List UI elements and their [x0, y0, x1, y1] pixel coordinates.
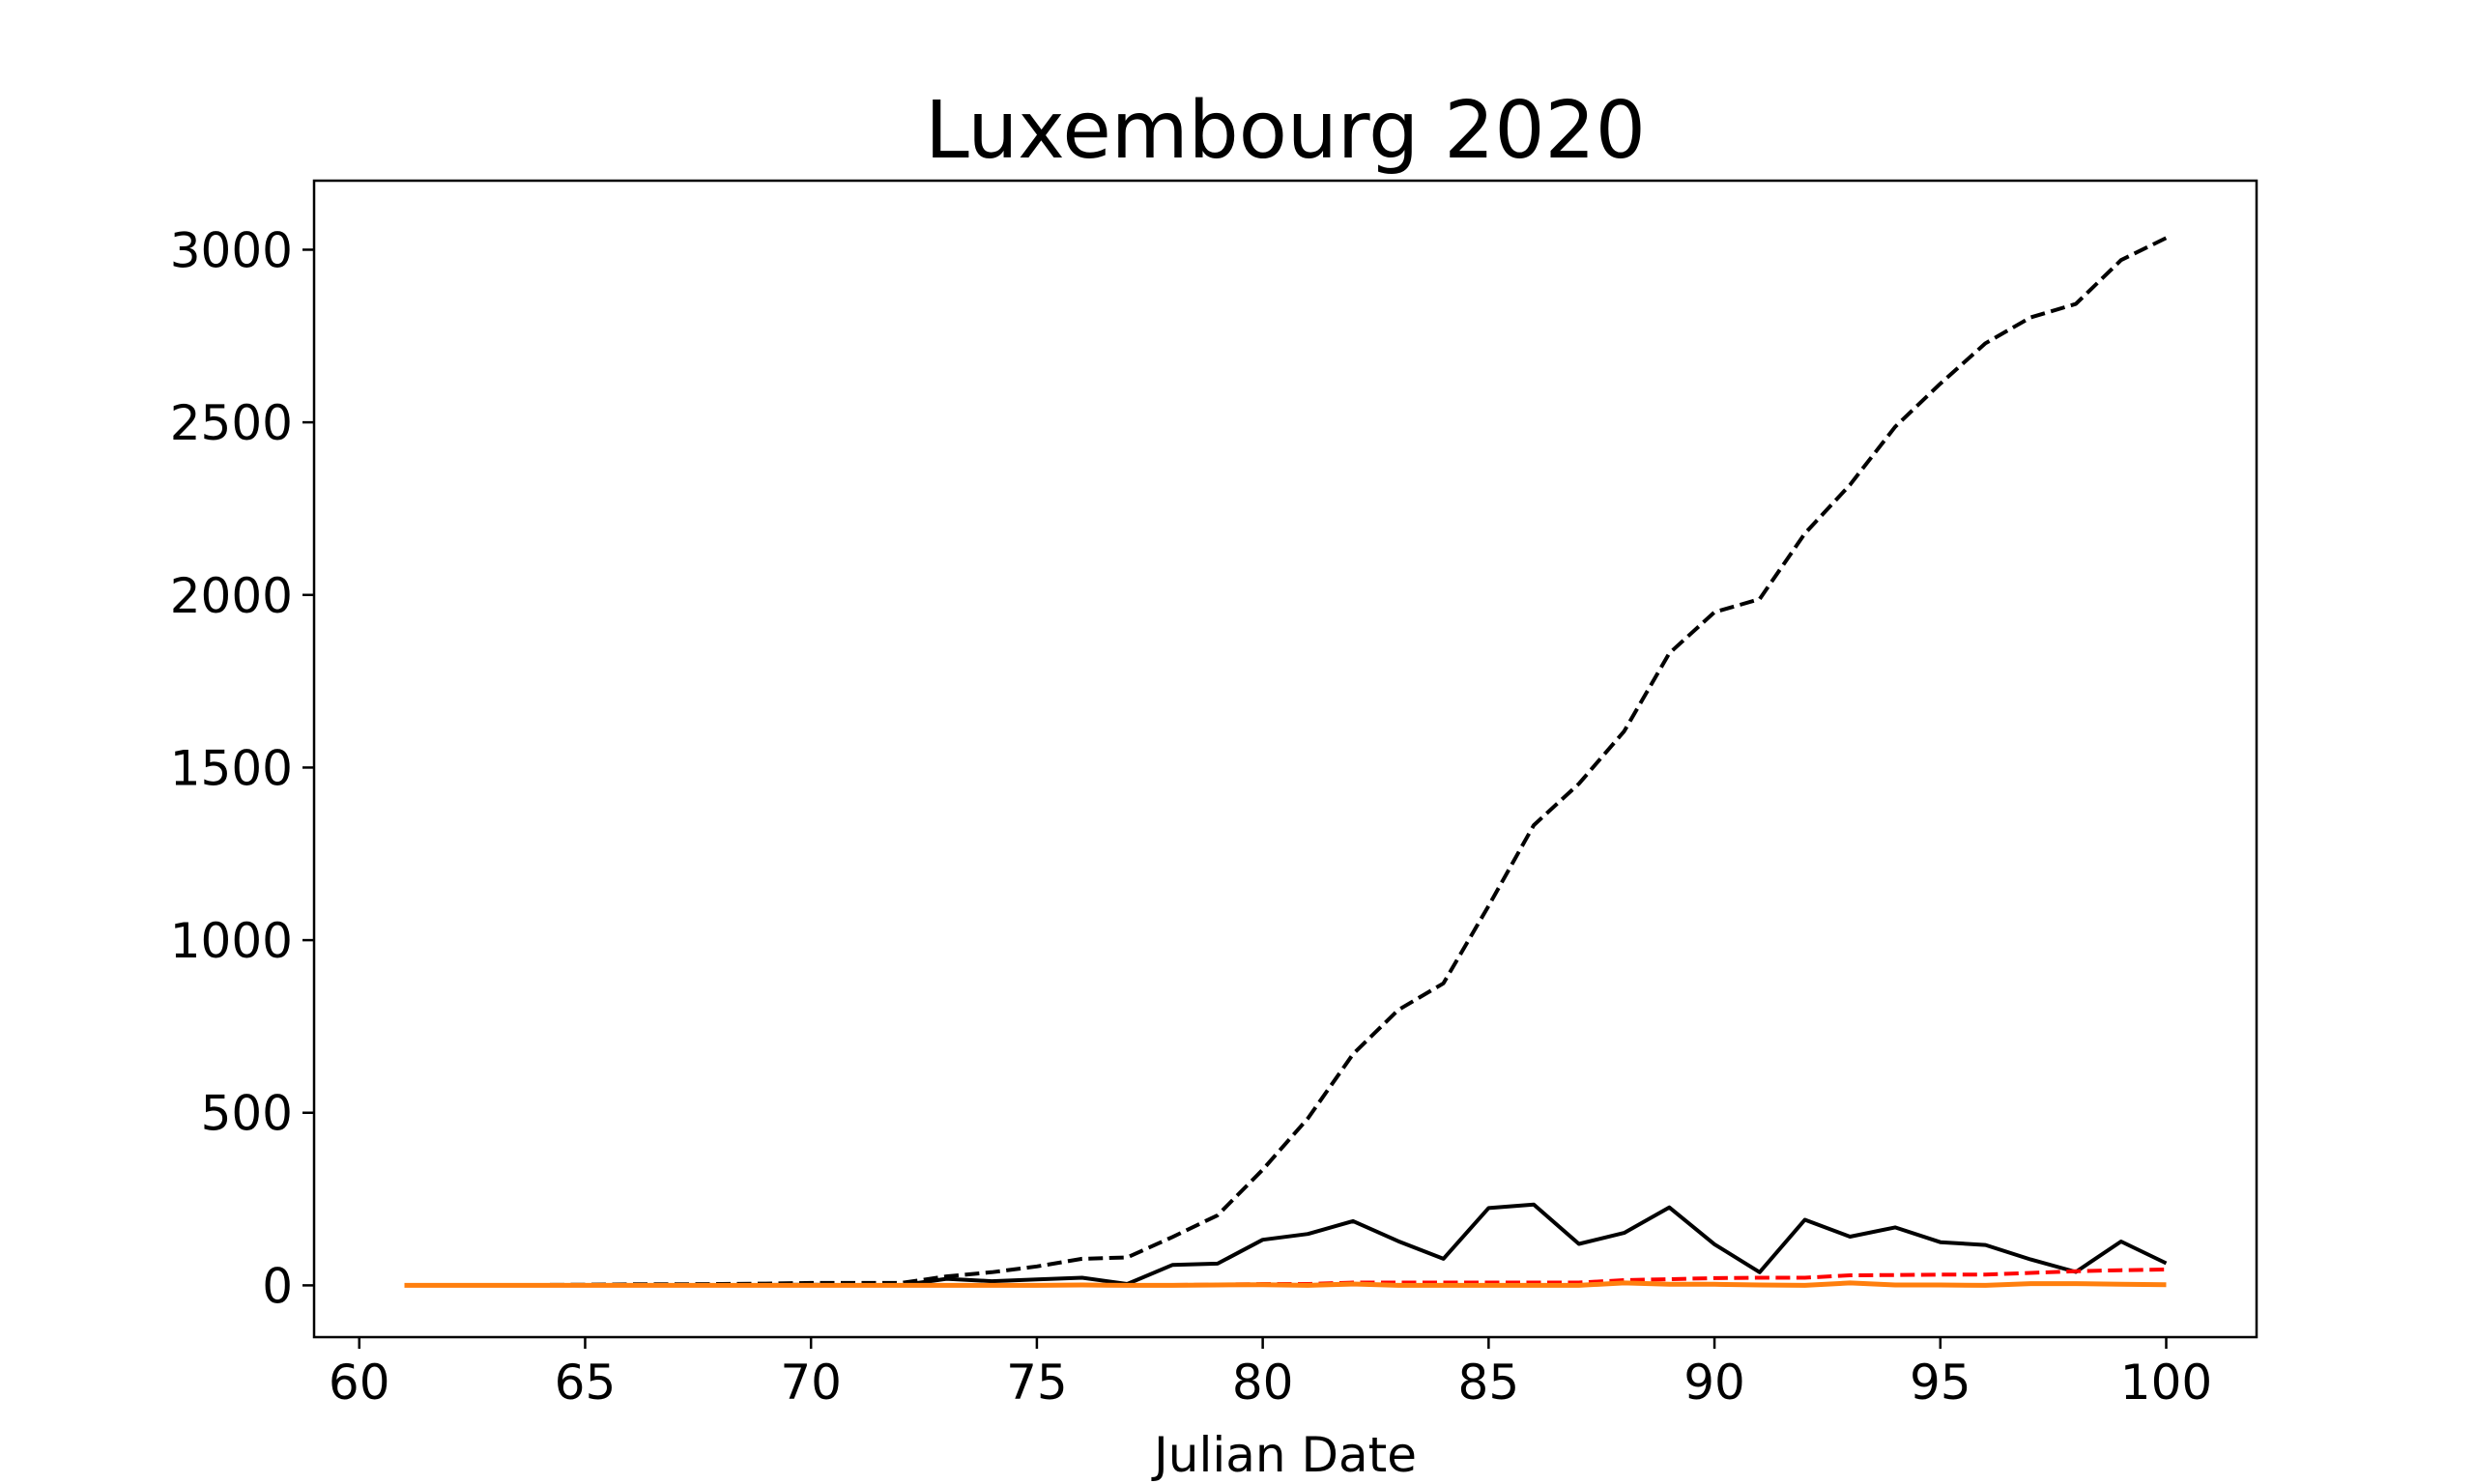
x-tick-label: 75	[1006, 1355, 1068, 1411]
x-tick-label: 70	[780, 1355, 842, 1411]
x-axis-ticks: 60 65 70 75 80 85 90 95 100	[329, 1337, 2212, 1411]
x-tick-label: 80	[1232, 1355, 1294, 1411]
x-tick-label: 85	[1458, 1355, 1520, 1411]
y-tick-label: 2000	[170, 568, 293, 624]
x-tick-label: 95	[1910, 1355, 1971, 1411]
x-axis-label: Julian Date	[1151, 1427, 1417, 1483]
x-tick-label: 60	[329, 1355, 390, 1411]
x-tick-label: 65	[555, 1355, 617, 1411]
y-tick-label: 1500	[170, 740, 293, 796]
y-tick-label: 2500	[170, 395, 293, 451]
y-tick-label: 500	[201, 1086, 293, 1142]
series-line-3	[404, 1280, 2167, 1288]
plot-area-frame	[312, 179, 2258, 1339]
series-layer	[404, 236, 2168, 1288]
y-tick-label: 0	[262, 1258, 293, 1314]
y-tick-label: 1000	[170, 913, 293, 969]
x-tick-label: 90	[1683, 1355, 1745, 1411]
y-axis-ticks: 0 500 1000 1500 2000 2500 3000	[170, 222, 314, 1314]
x-tick-label: 100	[2120, 1355, 2212, 1411]
y-tick-label: 3000	[170, 222, 293, 278]
chart-title: Luxembourg 2020	[925, 85, 1646, 177]
